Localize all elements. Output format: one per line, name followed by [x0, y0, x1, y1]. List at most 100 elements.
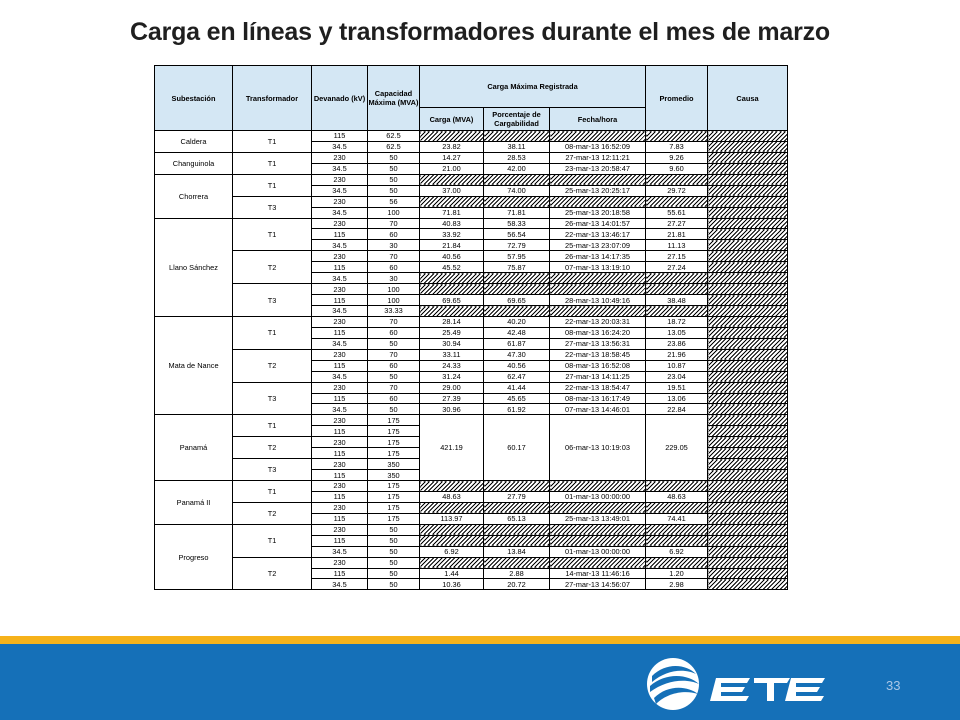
table-row: T3 230 56	[155, 195, 788, 219]
capacity-mva: 100	[367, 206, 420, 219]
load-mva: 21.84	[419, 239, 484, 252]
capacity-mva: 60	[367, 326, 420, 339]
load-mva: 48.63	[419, 490, 484, 503]
load-datetime: 25-mar-13 20:25:17	[549, 184, 646, 197]
load-datetime: 22-mar-13 18:58:45	[549, 348, 646, 361]
winding-kv: 115	[311, 326, 368, 339]
cause-cell	[707, 567, 788, 580]
winding-kv: 34.5	[311, 272, 368, 285]
capacity-mva: 70	[367, 348, 420, 361]
winding-kv: 115	[311, 425, 368, 438]
header-substation: Subestación	[154, 65, 233, 131]
capacity-mva: 50	[367, 162, 420, 175]
average-load: 23.86	[645, 337, 708, 350]
load-mva: 30.94	[419, 337, 484, 350]
average-load	[645, 272, 708, 285]
table-row: 34.5 50 21.00 42.00 23-mar-13 20:58:47 9.60	[155, 162, 788, 175]
winding-kv: 115	[311, 228, 368, 241]
cause-cell	[707, 239, 788, 252]
winding-kv: 34.5	[311, 370, 368, 383]
winding-kv: 34.5	[311, 206, 368, 219]
winding-kv: 230	[311, 151, 368, 164]
load-mva: 23.82	[419, 140, 484, 153]
cause-cell	[707, 140, 788, 153]
table-row: T3 230 100	[155, 283, 788, 317]
transformer-name: T1	[232, 523, 312, 558]
winding-kv: 230	[311, 250, 368, 263]
load-percent: 75.87	[483, 261, 550, 274]
load-percent: 41.44	[483, 381, 550, 394]
load-datetime: 14-mar-13 11:46:16	[549, 567, 646, 580]
capacity-mva: 70	[367, 315, 420, 328]
average-load: 9.60	[645, 162, 708, 175]
table-row: 115 100 69.65 69.65 28-mar-13 10:49:16 38.48	[155, 294, 788, 306]
transformer-name: T3	[232, 458, 312, 481]
capacity-mva: 175	[367, 501, 420, 514]
cause-cell	[707, 315, 788, 328]
table-row: 34.5 50 30.96 61.92 07-mar-13 14:46:01 22.84	[155, 403, 788, 416]
table-row: Mata de Nance T1 230 70 28.14 40.20 22-mar-13 …	[154, 315, 788, 416]
cause-cell	[707, 480, 788, 492]
winding-kv: 230	[311, 458, 368, 471]
cause-cell	[707, 283, 788, 296]
load-percent	[483, 501, 550, 514]
load-datetime: 06-mar-13 10:19:03	[549, 414, 646, 481]
table-row: 115 175 48.63 27.79 01-mar-13 00:00:00 48.63	[155, 490, 788, 503]
load-mva	[419, 480, 484, 492]
table-row: T2 230 50	[155, 556, 788, 591]
load-datetime: 23-mar-13 20:58:47	[549, 162, 646, 175]
load-mva: 33.92	[419, 228, 484, 241]
load-percent	[483, 556, 550, 569]
transformer-name: T1	[232, 173, 312, 197]
average-load: 13.05	[645, 326, 708, 339]
table-row: 115 175	[155, 425, 788, 438]
average-load: 13.06	[645, 392, 708, 405]
capacity-mva: 33.33	[367, 305, 420, 317]
winding-kv: 115	[311, 512, 368, 525]
cause-cell	[707, 206, 788, 219]
load-mva: 21.00	[419, 162, 484, 175]
load-datetime	[549, 173, 646, 186]
substation-name: Mata de Nance	[154, 315, 233, 416]
cause-cell	[707, 403, 788, 416]
capacity-mva: 50	[367, 370, 420, 383]
capacity-mva: 175	[367, 425, 420, 438]
winding-kv: 34.5	[311, 403, 368, 416]
cause-cell	[707, 228, 788, 241]
average-load: 19.51	[645, 381, 708, 394]
capacity-mva: 175	[367, 480, 420, 492]
capacity-mva: 50	[367, 403, 420, 416]
average-load: 23.04	[645, 370, 708, 383]
load-mva	[419, 272, 484, 285]
winding-kv: 115	[311, 261, 368, 274]
load-datetime: 27-mar-13 13:56:31	[549, 337, 646, 350]
cause-cell	[707, 414, 788, 427]
cause-cell	[707, 173, 788, 186]
average-load: 48.63	[645, 490, 708, 503]
winding-kv: 230	[311, 414, 368, 427]
cause-cell	[707, 381, 788, 394]
capacity-mva: 56	[367, 195, 420, 208]
winding-kv: 230	[311, 381, 368, 394]
average-load	[645, 305, 708, 317]
capacity-mva: 175	[367, 512, 420, 525]
load-mva	[419, 534, 484, 547]
cause-cell	[707, 162, 788, 175]
load-datetime: 01-mar-13 00:00:00	[549, 490, 646, 503]
load-percent: 69.65	[483, 294, 550, 306]
average-load: 22.84	[645, 403, 708, 416]
load-datetime: 27-mar-13 12:11:21	[549, 151, 646, 164]
load-percent	[483, 523, 550, 536]
average-load	[645, 195, 708, 208]
load-percent	[483, 534, 550, 547]
table-row: 34.5 100 71.81 71.81 25-mar-13 20:18:58 55.61	[155, 206, 788, 219]
capacity-mva: 350	[367, 469, 420, 481]
capacity-mva: 100	[367, 283, 420, 296]
average-load	[645, 556, 708, 569]
load-percent: 58.33	[483, 217, 550, 230]
table-row: 115 350	[155, 469, 788, 481]
load-percent	[483, 480, 550, 492]
table-row: T2 230 70 40.56 57.95 26-mar-13 14:17:35 27.15	[155, 250, 788, 285]
cause-cell	[707, 348, 788, 361]
load-percent	[483, 283, 550, 296]
